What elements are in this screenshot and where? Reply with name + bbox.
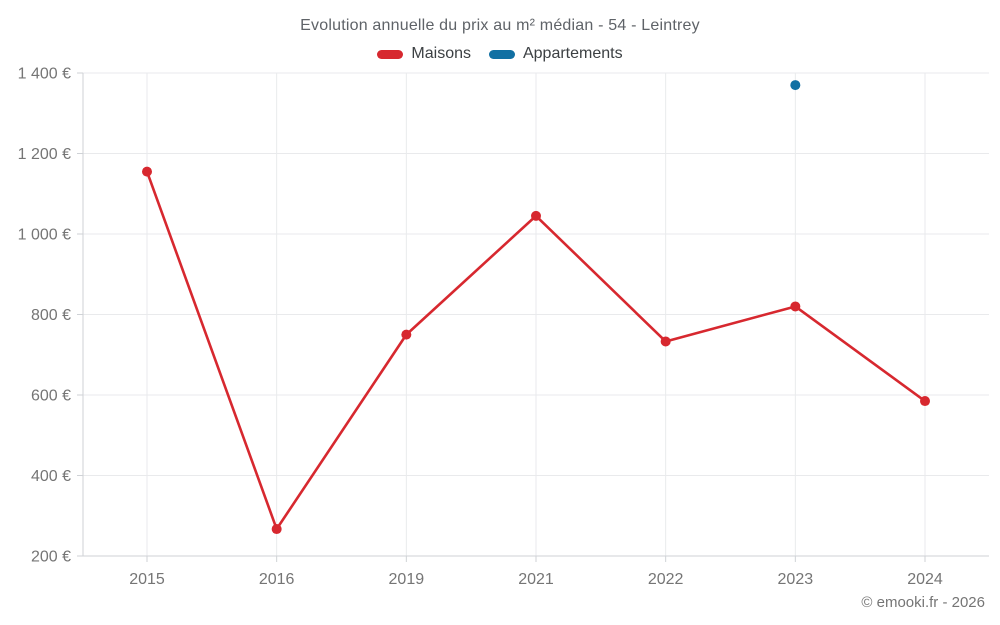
y-axis-tick-label: 1 000 € bbox=[18, 227, 71, 244]
y-axis-tick-label: 400 € bbox=[31, 468, 71, 485]
x-axis-tick-label: 2016 bbox=[259, 571, 295, 588]
x-axis-tick-label: 2019 bbox=[389, 571, 425, 588]
data-point-maisons-2015[interactable] bbox=[142, 166, 152, 177]
x-axis-tick-label: 2022 bbox=[648, 571, 684, 588]
y-axis-tick-label: 800 € bbox=[31, 307, 71, 324]
legend-item-maisons[interactable]: Maisons bbox=[377, 45, 471, 63]
data-point-maisons-2016[interactable] bbox=[271, 524, 282, 535]
y-axis-tick-label: 200 € bbox=[31, 549, 71, 566]
data-point-maisons-2019[interactable] bbox=[401, 329, 412, 340]
x-axis-tick-label: 2024 bbox=[907, 571, 943, 588]
data-point-maisons-2021[interactable] bbox=[531, 210, 541, 221]
x-axis-tick-label: 2023 bbox=[778, 571, 814, 588]
y-axis-tick-label: 600 € bbox=[31, 388, 71, 405]
y-axis-tick-label: 1 400 € bbox=[18, 66, 71, 83]
chart-title: Evolution annuelle du prix au m² médian … bbox=[300, 17, 700, 34]
chart-legend: Maisons Appartements bbox=[0, 45, 1000, 63]
legend-label-appartements: Appartements bbox=[522, 45, 623, 62]
legend-item-appartements[interactable]: Appartements bbox=[488, 45, 623, 63]
x-axis-tick-label: 2015 bbox=[129, 571, 165, 588]
appartements-series-marker-icon bbox=[488, 49, 515, 59]
x-axis-tick-label: 2021 bbox=[518, 571, 554, 588]
data-point-appartements-2023[interactable] bbox=[790, 80, 801, 91]
legend-label-maisons: Maisons bbox=[411, 45, 471, 62]
y-axis-tick-label: 1 200 € bbox=[18, 146, 71, 163]
data-point-maisons-2023[interactable] bbox=[790, 301, 801, 312]
data-point-maisons-2024[interactable] bbox=[920, 396, 930, 407]
data-point-maisons-2022[interactable] bbox=[660, 336, 671, 347]
copyright-label: © emooki.fr - 2026 bbox=[861, 594, 985, 611]
maisons-series-marker-icon bbox=[377, 49, 404, 59]
